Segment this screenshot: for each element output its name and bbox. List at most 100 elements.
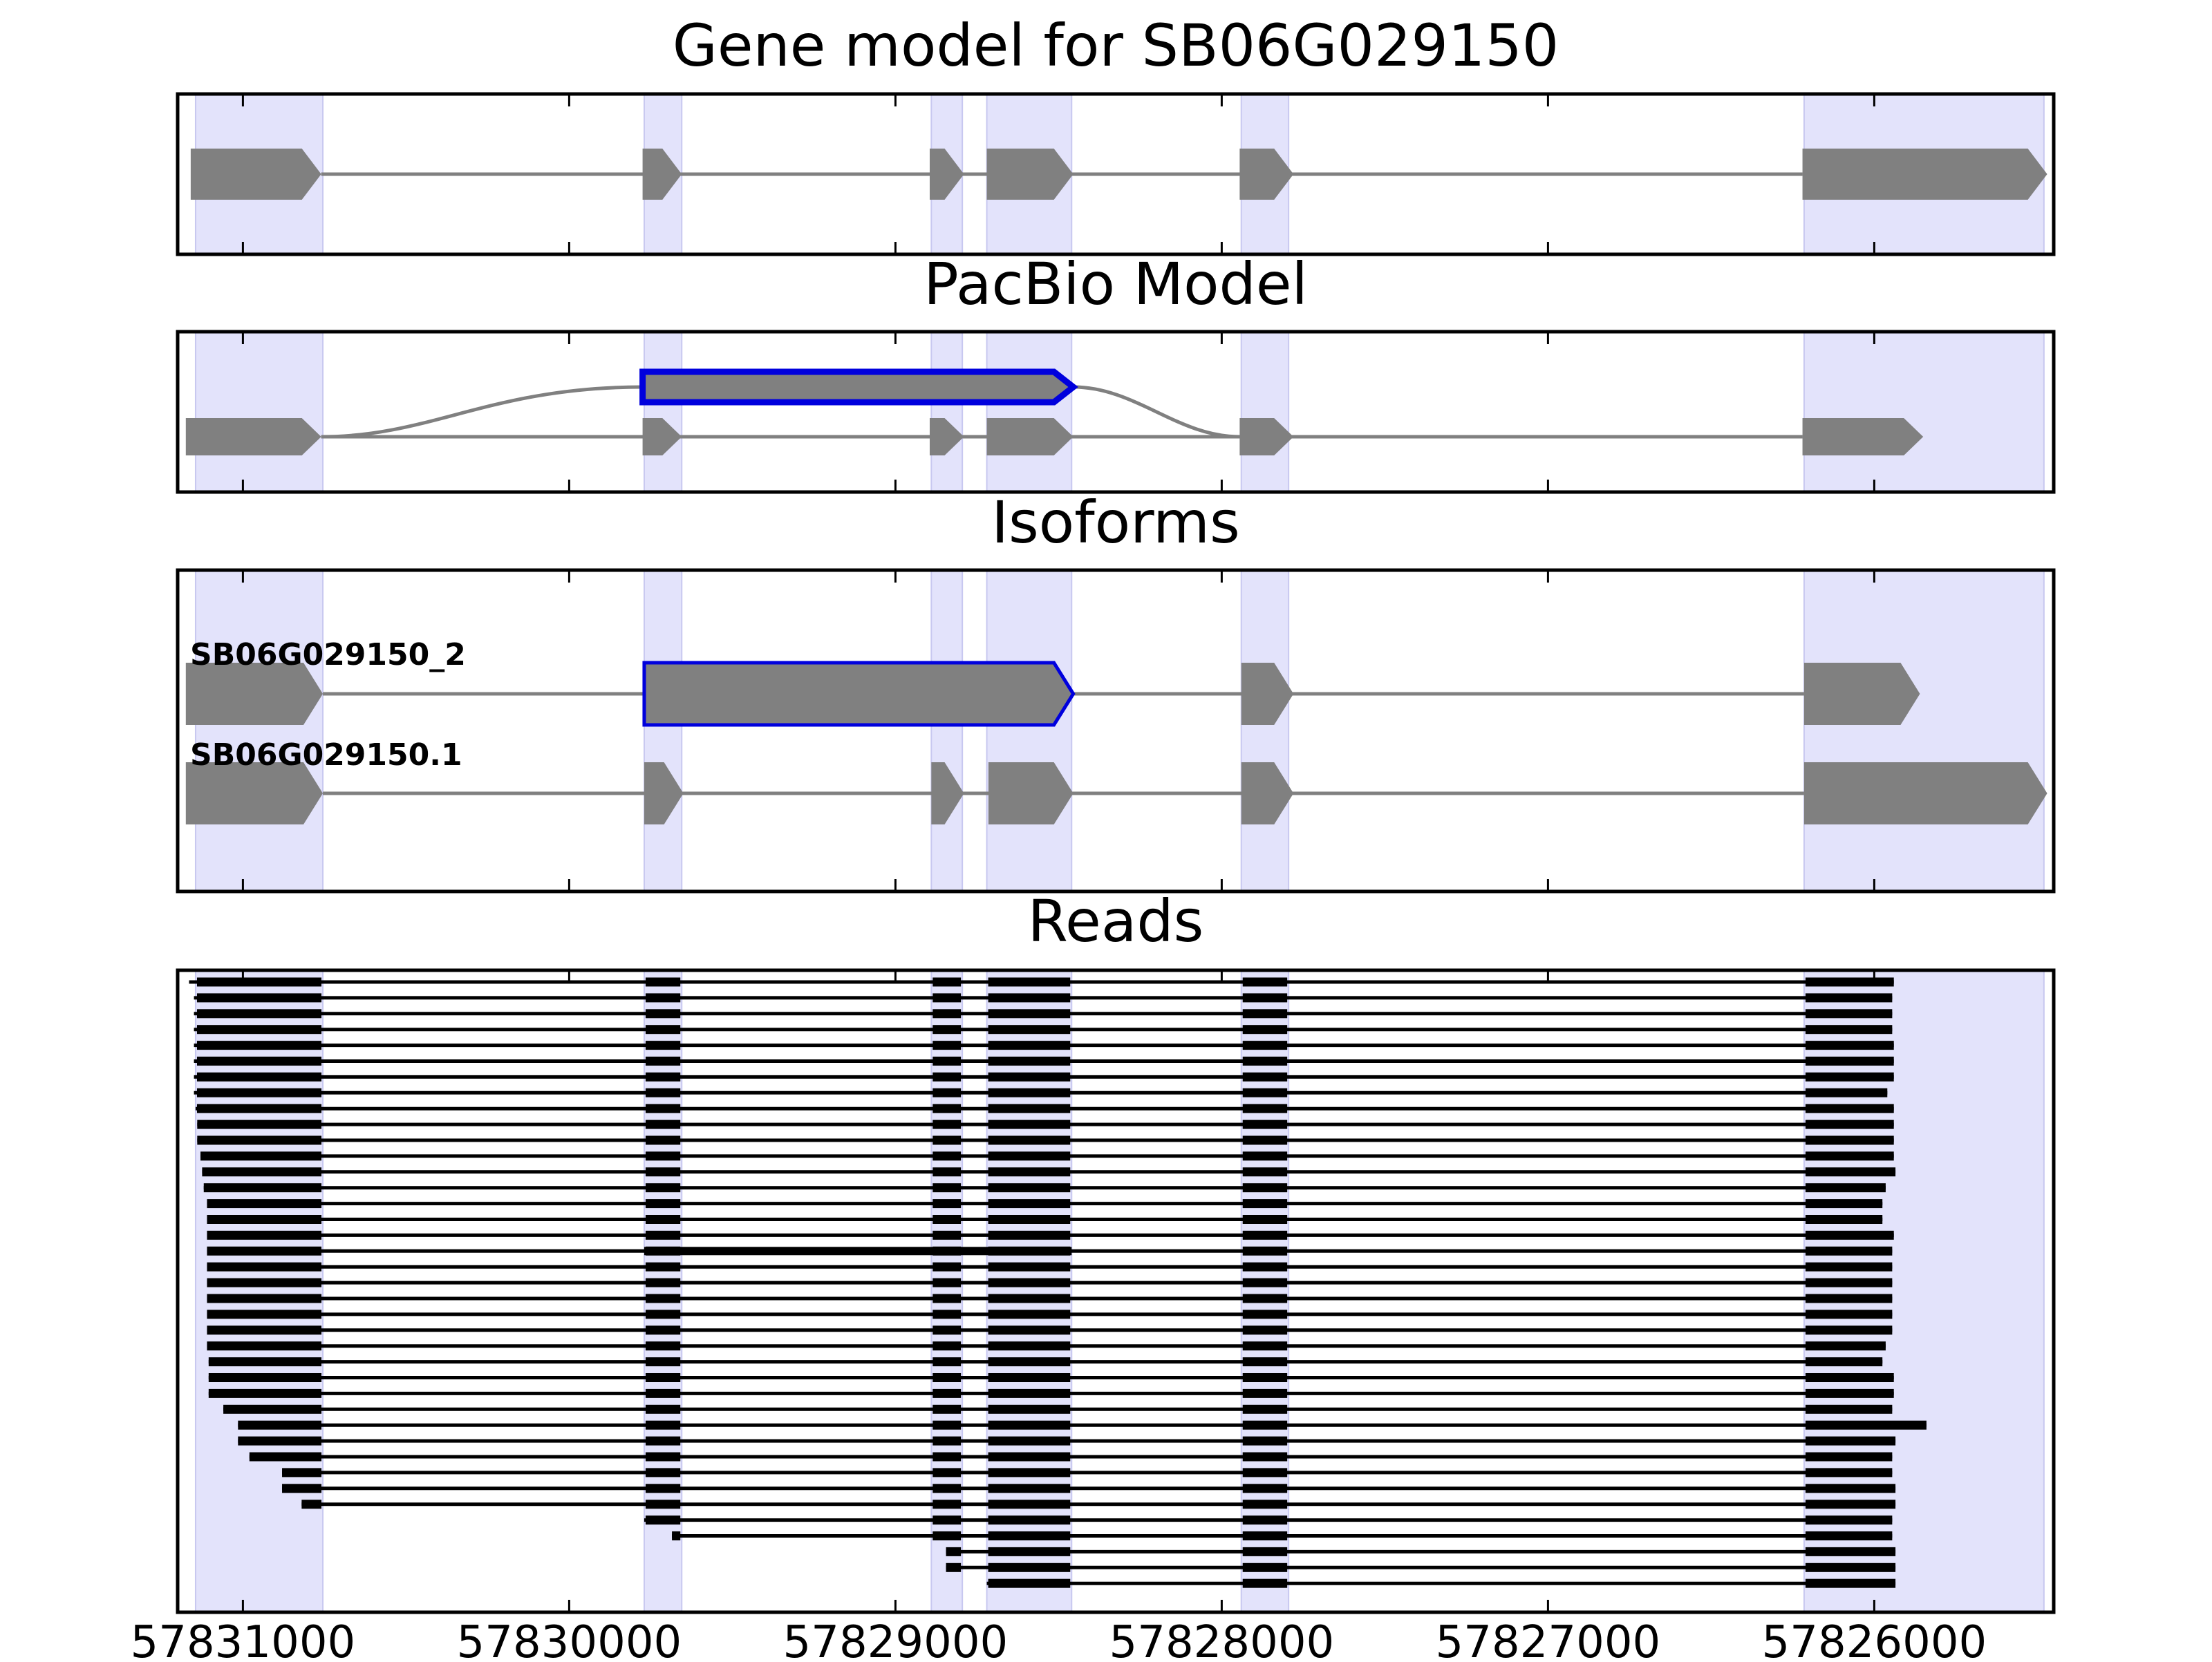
read-block [988, 1531, 1071, 1540]
read-block [932, 977, 962, 987]
read-block [1242, 977, 1288, 987]
read [194, 993, 1893, 1003]
read-block [1805, 1388, 1894, 1398]
read-block [1805, 1547, 1896, 1556]
read [282, 1468, 1893, 1477]
read-block [932, 1215, 962, 1224]
read-block [988, 1578, 1071, 1588]
read-block [1242, 1294, 1288, 1303]
exon [1802, 149, 2047, 200]
read-block [207, 1325, 322, 1335]
read-block [1242, 1009, 1288, 1019]
read-block [932, 1294, 962, 1303]
read-block [207, 1230, 322, 1240]
read-block [644, 1247, 1072, 1256]
read-block [207, 1199, 322, 1209]
read [189, 977, 1894, 987]
read-block [932, 1057, 962, 1066]
read-block [988, 977, 1071, 987]
read-block [988, 1041, 1071, 1050]
read-block [932, 1404, 962, 1414]
exon-band [194, 332, 324, 492]
read-block [645, 1484, 681, 1493]
read-block [1805, 977, 1894, 987]
read-block [249, 1452, 322, 1462]
read-block [932, 1468, 962, 1477]
read-block [988, 1341, 1071, 1351]
read [203, 1183, 1886, 1193]
read [208, 1373, 1894, 1382]
exon-band [1240, 332, 1290, 492]
read-block [1805, 1484, 1896, 1493]
read [249, 1452, 1893, 1462]
read-block [1805, 1325, 1893, 1335]
read-block [208, 1388, 322, 1398]
read-block [932, 1009, 962, 1019]
exon [190, 149, 321, 200]
read [986, 1578, 1896, 1588]
read-block [988, 1167, 1071, 1177]
isoforms-track [185, 661, 2047, 824]
read-block [988, 1215, 1071, 1224]
read-block [1242, 1388, 1288, 1398]
read [207, 1294, 1893, 1303]
read-block [988, 1009, 1071, 1019]
exon [1802, 418, 1924, 455]
read-block [1805, 1199, 1883, 1209]
read [197, 1135, 1894, 1145]
read-block [988, 1452, 1071, 1462]
exon-band [1803, 570, 2045, 891]
read-block [645, 1404, 681, 1414]
read [208, 1357, 1883, 1367]
read-block [645, 1215, 681, 1224]
read-block [932, 1088, 962, 1097]
read-block [1805, 1230, 1894, 1240]
read [207, 1230, 1894, 1240]
read-block [932, 1484, 962, 1493]
read-block [1242, 1404, 1288, 1414]
read-block [1242, 1373, 1288, 1382]
read-block [1805, 1341, 1886, 1351]
read [207, 1262, 1893, 1272]
read [207, 1215, 1883, 1224]
reads-panel [176, 968, 2056, 1614]
read [672, 1531, 1893, 1540]
read-block [645, 1388, 681, 1398]
exon-band [1240, 570, 1290, 891]
exon-band [986, 570, 1073, 891]
read-block [645, 1057, 681, 1066]
read-block [238, 1436, 322, 1446]
exon [988, 762, 1074, 824]
read-block [207, 1215, 322, 1224]
read-block [1805, 1246, 1893, 1256]
read-block [1805, 1294, 1893, 1303]
read-block [282, 1468, 322, 1477]
read-block [1242, 1230, 1288, 1240]
exon [642, 661, 1076, 727]
read-block [1805, 1041, 1894, 1050]
read-block [1805, 1500, 1896, 1509]
read-block [645, 993, 681, 1003]
read-block [1242, 1278, 1288, 1287]
read [194, 1057, 1894, 1066]
exon [1803, 762, 2047, 824]
exon [1241, 762, 1294, 824]
read-block [208, 1373, 322, 1382]
read-block [1242, 1072, 1288, 1082]
read [194, 1025, 1893, 1035]
read-block [932, 1420, 962, 1430]
read-block [202, 1167, 322, 1177]
exon-band [930, 332, 964, 492]
read [223, 1404, 1893, 1414]
read-block [645, 1373, 681, 1382]
read [946, 1547, 1896, 1556]
read-block [1242, 1167, 1288, 1177]
x-axis-tick-labels: 57831000 57830000 57829000 57828000 57827000… [131, 1617, 1987, 1662]
exon-highlight-bands [194, 332, 2045, 492]
exon [185, 663, 324, 725]
read-block [988, 1057, 1071, 1066]
read-block [1242, 1310, 1288, 1319]
read-block [645, 1151, 681, 1161]
panel-ticks [241, 94, 1875, 254]
